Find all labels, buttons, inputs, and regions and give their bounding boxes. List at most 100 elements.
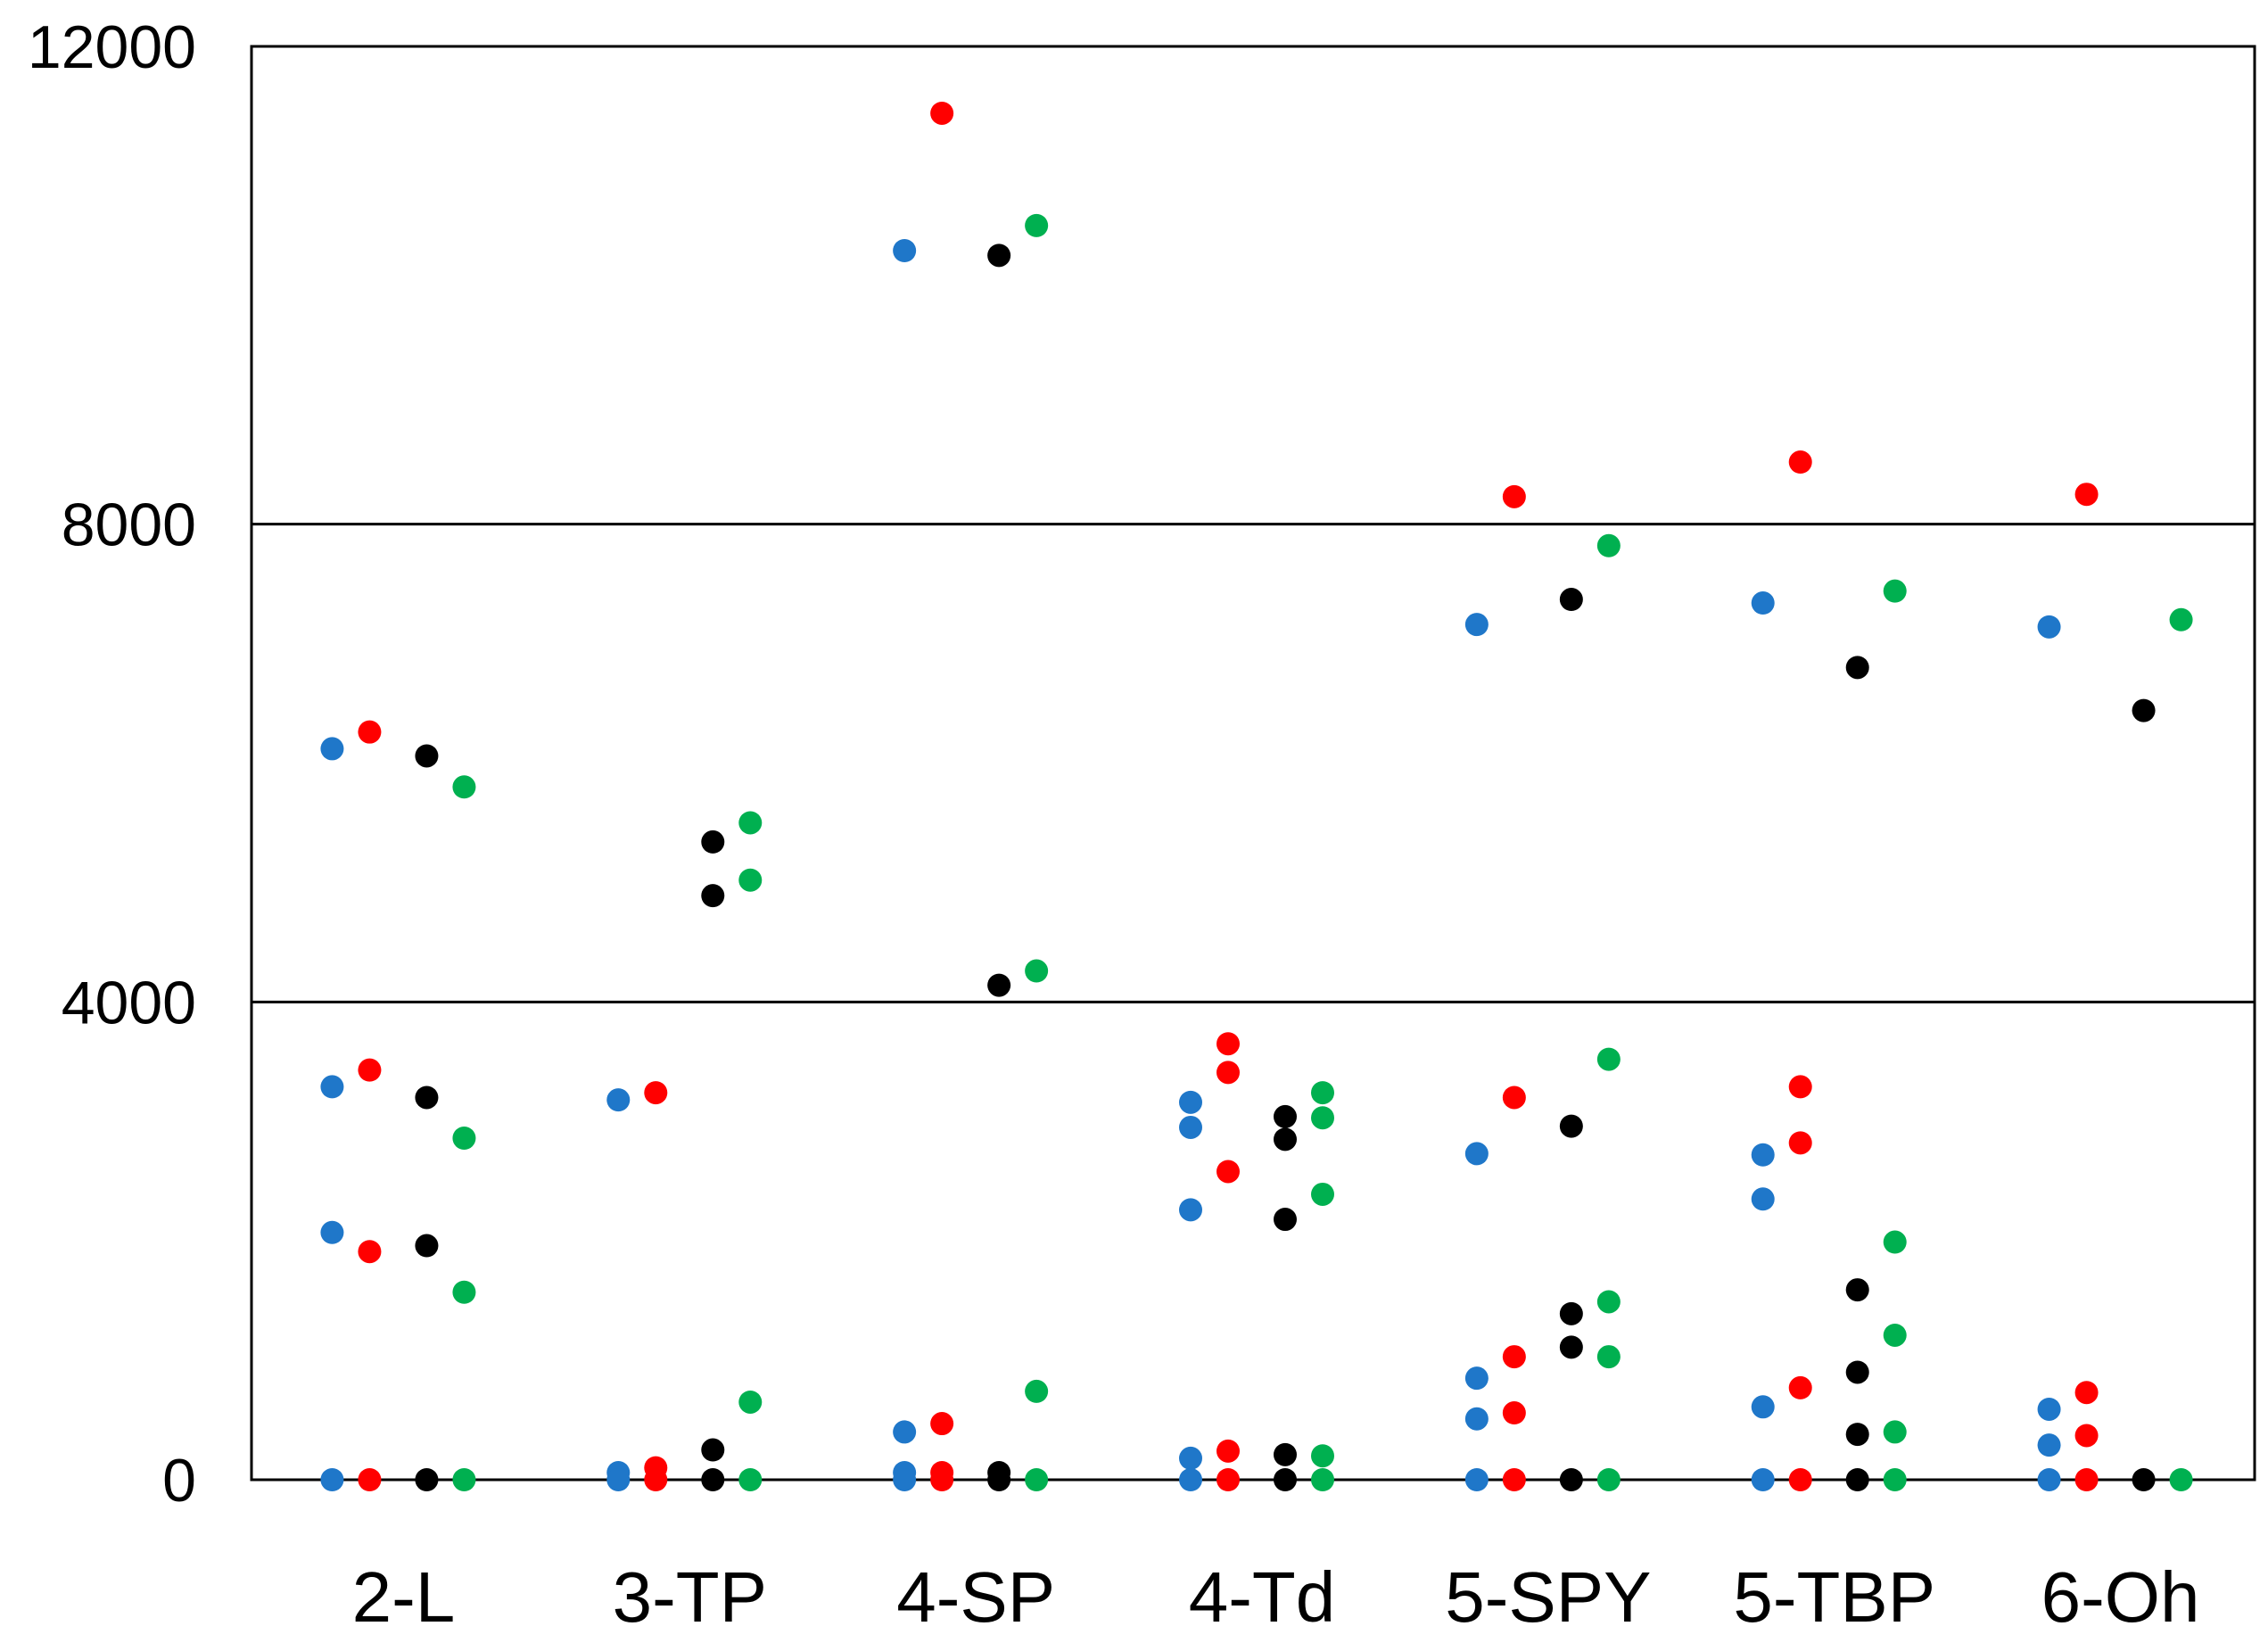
series-group	[358, 101, 2099, 1491]
data-point	[1845, 1278, 1869, 1302]
data-point	[987, 244, 1011, 268]
data-point	[415, 1468, 439, 1491]
data-point	[1788, 450, 1812, 475]
y-tick-label: 12000	[28, 13, 196, 81]
data-point	[2132, 698, 2156, 722]
data-point	[415, 744, 439, 768]
data-point	[1502, 1401, 1526, 1425]
data-point	[644, 1468, 668, 1491]
data-point	[1788, 1131, 1812, 1155]
data-point	[738, 811, 763, 835]
y-tick-label: 4000	[62, 969, 196, 1036]
data-point	[1025, 959, 1049, 983]
data-point	[320, 1075, 344, 1099]
data-point	[1464, 1407, 1489, 1431]
x-axis-ticks: 2-L 3-TP 4-SP 4-Td 5-SPY 5-TBP 6-Oh	[352, 1557, 2200, 1637]
data-point	[1025, 213, 1049, 237]
data-point	[1596, 1047, 1621, 1071]
data-point	[1464, 1142, 1489, 1166]
data-point	[358, 720, 382, 744]
data-point	[1311, 1444, 1334, 1468]
data-point	[1502, 484, 1526, 508]
data-point	[1788, 1375, 1812, 1399]
x-tick-label: 3-TP	[613, 1557, 767, 1637]
data-point	[2132, 1468, 2156, 1491]
data-point	[930, 1468, 954, 1491]
data-point	[1559, 1114, 1583, 1138]
data-point	[1464, 1468, 1489, 1491]
data-point	[1464, 613, 1489, 637]
data-point	[1179, 1090, 1202, 1114]
data-point	[606, 1088, 631, 1112]
data-point	[1311, 1081, 1334, 1105]
data-point	[1845, 656, 1869, 680]
series-group	[415, 244, 2156, 1491]
x-tick-label: 4-Td	[1189, 1557, 1336, 1637]
data-point	[1596, 1468, 1621, 1491]
data-point	[1845, 1423, 1869, 1447]
data-point	[1216, 1160, 1240, 1184]
data-point	[987, 1468, 1011, 1491]
data-point	[930, 1412, 954, 1436]
data-point	[1274, 1208, 1297, 1232]
x-tick-label: 6-Oh	[2041, 1557, 2200, 1637]
data-point	[893, 1468, 917, 1491]
data-point	[2169, 1468, 2193, 1491]
data-point	[452, 775, 476, 799]
data-point	[1596, 1345, 1621, 1369]
data-point	[701, 884, 725, 908]
data-point	[930, 101, 954, 125]
data-point	[701, 1468, 725, 1491]
data-point	[644, 1081, 668, 1105]
gridlines	[252, 523, 2255, 1003]
data-point	[1025, 1379, 1049, 1403]
data-point	[1559, 588, 1583, 612]
data-point	[701, 830, 725, 854]
data-point	[1883, 1230, 1907, 1254]
data-point	[2037, 615, 2061, 639]
data-point	[2037, 1397, 2061, 1421]
data-point	[893, 238, 917, 262]
data-point	[1179, 1198, 1202, 1222]
data-point	[452, 1126, 476, 1150]
data-point	[1179, 1115, 1202, 1139]
plot-frame	[250, 45, 2256, 1482]
data-point	[358, 1240, 382, 1264]
series-group	[452, 213, 2193, 1491]
data-point	[1559, 1301, 1583, 1325]
data-point	[2074, 483, 2099, 507]
data-point	[1179, 1446, 1202, 1470]
data-point	[320, 1220, 344, 1244]
data-point	[2074, 1468, 2099, 1491]
data-point	[1274, 1468, 1297, 1491]
data-point	[1502, 1345, 1526, 1369]
data-point	[2037, 1468, 2061, 1491]
data-point	[1025, 1468, 1049, 1491]
data-point	[1559, 1335, 1583, 1359]
data-point	[415, 1086, 439, 1110]
data-point	[987, 973, 1011, 997]
data-point	[1883, 1468, 1907, 1491]
y-axis-ticks: 0 4000 8000 12000	[28, 13, 196, 1515]
data-point	[701, 1438, 725, 1462]
x-tick-label: 5-TBP	[1733, 1557, 1935, 1637]
data-point	[1311, 1182, 1334, 1206]
data-point	[1751, 1143, 1775, 1167]
data-point	[893, 1420, 917, 1444]
x-tick-label: 2-L	[352, 1557, 456, 1637]
data-point	[606, 1468, 631, 1491]
data-point	[2074, 1381, 2099, 1405]
data-point	[738, 1468, 763, 1491]
data-point	[1274, 1104, 1297, 1128]
data-point	[2037, 1433, 2061, 1457]
data-point	[1751, 1187, 1775, 1211]
data-point	[1274, 1127, 1297, 1152]
data-point	[452, 1280, 476, 1304]
data-point	[320, 1468, 344, 1491]
data-point	[1179, 1468, 1202, 1491]
data-point	[1216, 1439, 1240, 1463]
data-point	[1845, 1360, 1869, 1384]
data-points	[320, 101, 2193, 1491]
data-point	[358, 1058, 382, 1082]
